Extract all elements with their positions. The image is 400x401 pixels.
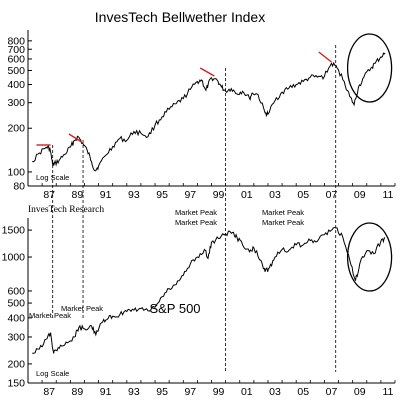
bellwether-y-tick-label: 500 [7, 65, 25, 77]
sp500-x-tick-label: 91 [100, 386, 112, 398]
sp500-x-tick-label: 97 [184, 386, 196, 398]
bellwether-x-tick-label: 99 [213, 189, 225, 201]
topping-trend-mark [68, 133, 83, 143]
bellwether-y-tick-label: 700 [7, 44, 25, 56]
bellwether-x-tick-label: 93 [128, 189, 140, 201]
bellwether-recovery-highlight-circle [346, 33, 393, 103]
sp500-x-tick-label: 09 [354, 386, 366, 398]
sp500-x-tick-label: 03 [269, 386, 281, 398]
sp500-y-tick-label: 600 [7, 285, 25, 297]
sp500-x-tick-label: 07 [326, 386, 338, 398]
sp500-x-tick-label: 93 [128, 386, 140, 398]
sp500-y-tick-label: 1500 [2, 225, 26, 237]
bellwether-y-tick-label: 800 [7, 35, 25, 47]
bellwether-x-tick-label: 87 [43, 189, 55, 201]
sp500-y-tick-label: 400 [7, 312, 25, 324]
sp500-x-tick-label: 11 [382, 386, 393, 398]
bellwether-x-tick-label: 11 [382, 189, 393, 201]
sp500-x-tick-label: 89 [72, 386, 84, 398]
sp500-y-tick-label: 1000 [2, 252, 26, 264]
sp500-y-tick-label: 150 [7, 378, 25, 390]
bellwether-y-tick-label: 600 [7, 53, 25, 65]
bellwether-x-tick-label: 97 [184, 189, 196, 201]
bellwether-series-line [32, 52, 386, 172]
bellwether-x-tick-label: 07 [326, 189, 338, 201]
sp500-title: S&P 500 [149, 301, 200, 316]
bellwether-title: InvesTech Bellwether Index [95, 9, 265, 25]
bellwether-panel: InvesTech Bellwether Index 80 100 200 300 40… [7, 9, 396, 217]
bellwether-y-tick-label: 80 [13, 181, 25, 193]
bellwether-x-tick-label: 05 [297, 189, 309, 201]
bellwether-y-tick-label: 300 [7, 97, 25, 109]
bellwether-x-tick-label: 95 [156, 189, 168, 201]
bellwether-series [32, 33, 393, 172]
bellwether-y-tick-label: 200 [7, 123, 25, 135]
sp500-x-tick-label: 95 [156, 386, 168, 398]
topping-trend-mark [199, 67, 215, 77]
sp500-peak-2000-label: Market Peak [175, 218, 217, 227]
sp500-x-tick-label: 99 [213, 386, 225, 398]
sp500-x-tick-label: 05 [297, 386, 309, 398]
annotation-overlay [36, 45, 337, 372]
sp500-y-tick-label: 200 [7, 358, 25, 370]
source-credit: InvesTech Research [28, 205, 104, 215]
sp500-recovery-highlight-circle [346, 222, 393, 292]
bellwether-y-tick-label: 400 [7, 79, 25, 91]
sp500-series-line [32, 227, 386, 354]
bellwether-x-tick-label: 91 [100, 189, 112, 201]
sp500-peak-2007-label: Market Peak [262, 218, 304, 227]
sp500-log-scale-label: Log Scale [36, 369, 69, 378]
bellwether-peak-2000-label: Market Peak [175, 208, 217, 217]
sp500-peak-1990-label: Market Peak [61, 304, 103, 313]
bellwether-y-tick-label: 100 [7, 166, 25, 178]
sp500-series [32, 222, 393, 354]
sp500-y-tick-label: 300 [7, 331, 25, 343]
bellwether-peak-2007-label: Market Peak [262, 208, 304, 217]
sp500-peak-1987-label: Market Peak [29, 311, 71, 320]
bellwether-x-tick-label: 01 [241, 189, 253, 201]
sp500-x-tick-label: 01 [241, 386, 253, 398]
sp500-y-tick-label: 500 [7, 298, 25, 310]
sp500-x-tick-label: 87 [43, 386, 55, 398]
topping-trend-mark [318, 51, 332, 63]
bellwether-x-tick-label: 03 [269, 189, 281, 201]
bellwether-x-tick-label: 89 [72, 189, 84, 201]
bellwether-x-tick-label: 09 [354, 189, 366, 201]
